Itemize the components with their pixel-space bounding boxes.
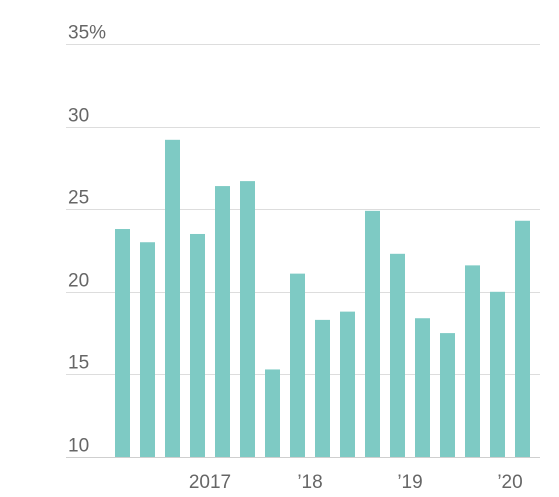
bar-15: [490, 291, 505, 457]
bar-1: [140, 242, 155, 457]
x-tick-label-3: ’20: [497, 472, 522, 493]
y-tick-label-25: 25: [68, 188, 89, 209]
bar-11: [390, 253, 405, 457]
bar-14: [465, 265, 480, 457]
bar-16: [515, 220, 530, 457]
x-axis-tick-labels: 2017 ’18 ’19 ’20: [189, 472, 523, 493]
bar-layer: [115, 139, 530, 458]
bar-4: [215, 186, 230, 457]
y-tick-label-35: 35%: [68, 23, 106, 44]
bar-12: [415, 318, 430, 457]
y-tick-label-15: 15: [68, 353, 89, 374]
x-tick-label-0: 2017: [189, 472, 231, 493]
x-tick-label-2: ’19: [397, 472, 422, 493]
bar-7: [290, 273, 305, 457]
y-axis-tick-labels: 35% 30 25 20 15 10: [68, 23, 106, 457]
bar-5: [240, 181, 255, 457]
bar-0: [115, 229, 130, 457]
bar-13: [440, 333, 455, 457]
bar-3: [190, 233, 205, 457]
bar-10: [365, 210, 380, 457]
bar-2: [165, 139, 180, 458]
y-tick-label-10: 10: [68, 436, 89, 457]
y-tick-label-30: 30: [68, 106, 89, 127]
bar-6: [265, 369, 280, 457]
x-tick-label-1: ’18: [297, 472, 322, 493]
bar-9: [340, 311, 355, 457]
y-tick-label-20: 20: [68, 271, 89, 292]
bar-8: [315, 319, 330, 457]
